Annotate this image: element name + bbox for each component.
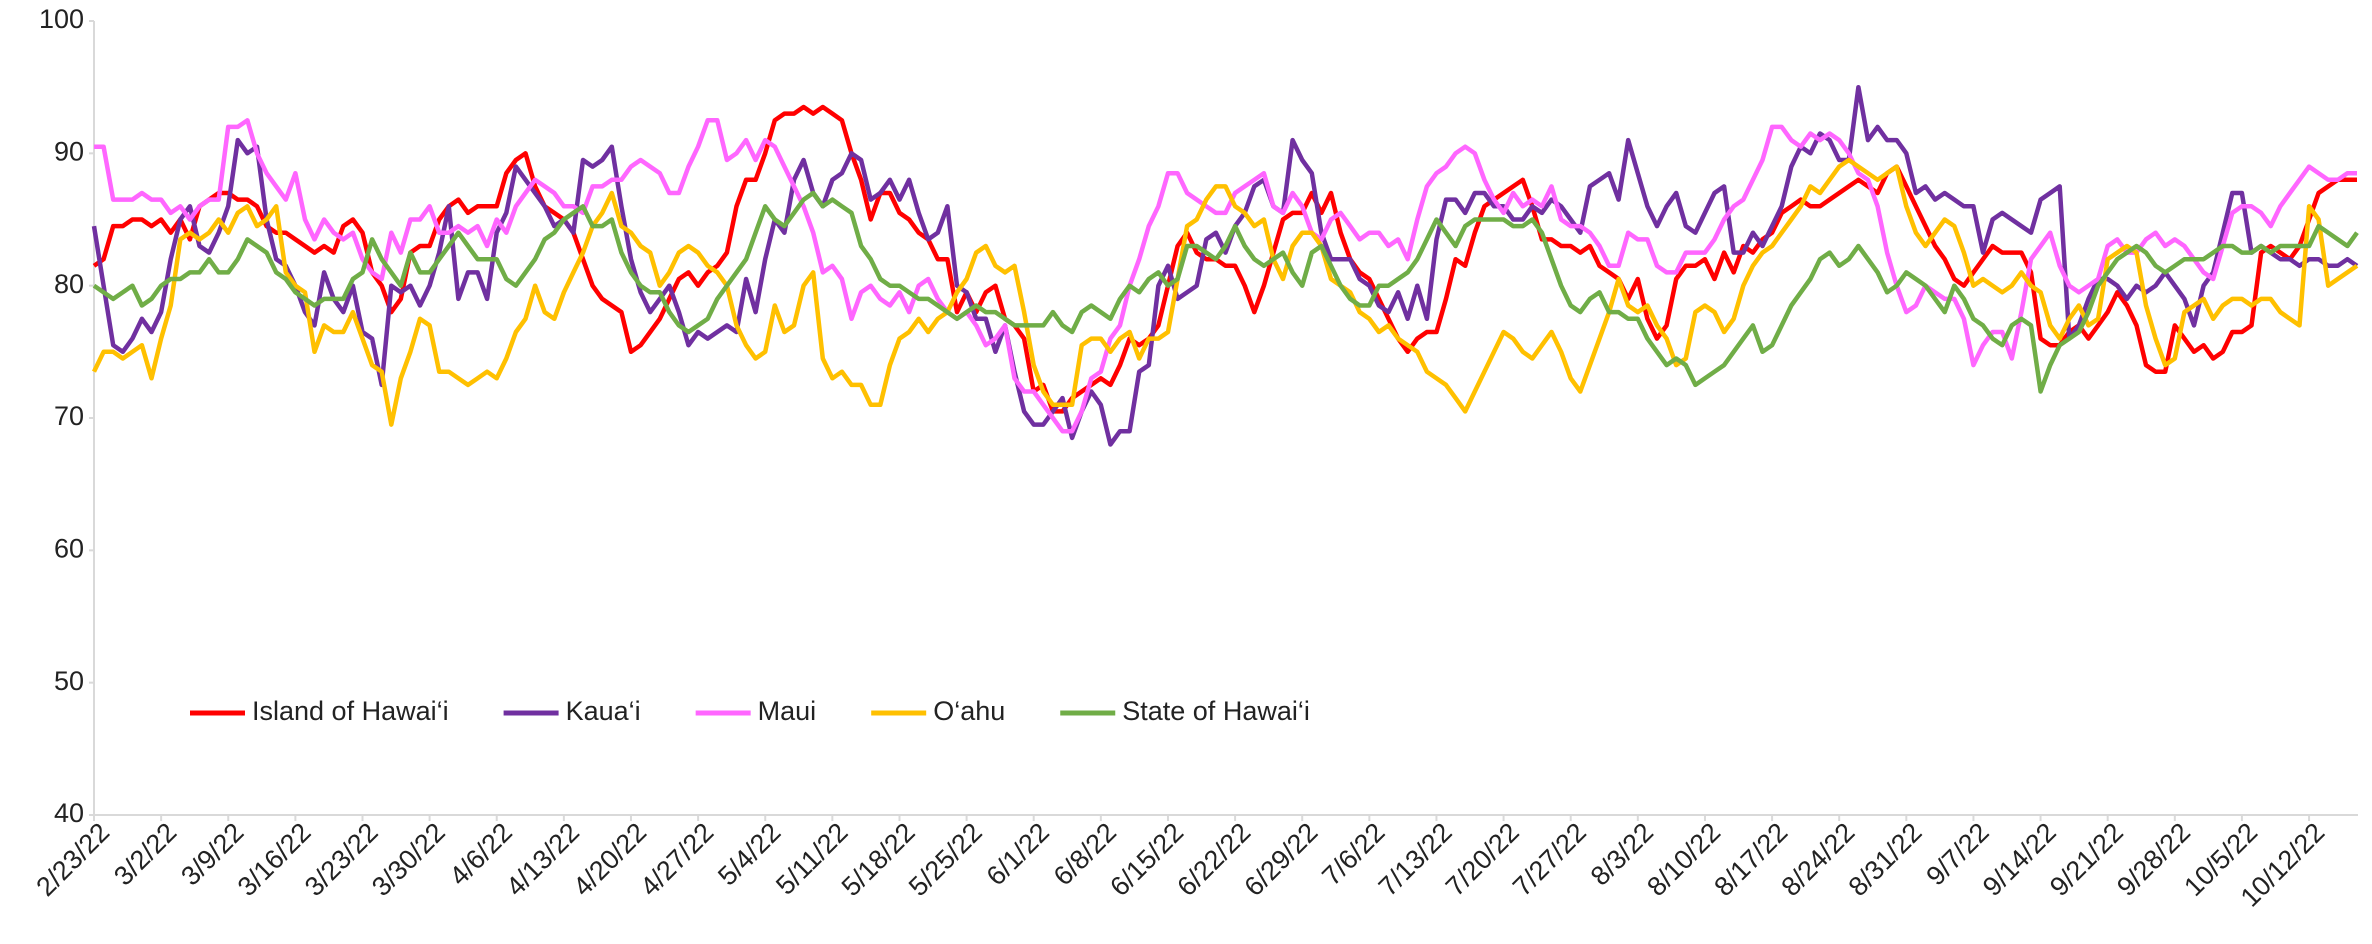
series-line [94,118,2357,434]
legend-label: State of Hawai‘i [1122,696,1310,726]
legend: Island of Hawai‘i Kaua‘i Maui O‘ahu State of… [190,696,1310,726]
x-tick-label: 6/29/22 [1239,817,1324,902]
legend-label: Island of Hawai‘i [252,696,449,726]
y-tick-label: 60 [54,533,84,563]
x-tick-label: 6/1/22 [981,817,1055,891]
x-tick-label: 3/30/22 [366,817,451,902]
x-tick-label: 5/18/22 [836,817,921,902]
x-tick-label: 4/20/22 [567,817,652,902]
x-tick-label: 2/23/22 [30,817,115,902]
y-tick-label: 50 [54,666,84,696]
x-tick-label: 3/2/22 [108,817,182,891]
legend-label: Kaua‘i [566,696,641,726]
x-tick-label: 4/27/22 [634,817,719,902]
series-line [92,104,2357,414]
legend-label: O‘ahu [933,696,1005,726]
series-line [92,190,2359,394]
x-tick-label: 9/21/22 [2044,817,2129,902]
x-tick-label: 8/24/22 [1776,817,1861,902]
x-tick-label: 7/13/22 [1373,817,1458,902]
x-tick-label: 9/14/22 [1977,817,2062,902]
x-tick-label: 6/15/22 [1104,817,1189,902]
x-tick-label: 4/13/22 [500,817,585,902]
x-tick-label: 8/10/22 [1641,817,1726,902]
x-tick-label: 3/23/22 [299,817,384,902]
x-tick-label: 7/20/22 [1440,817,1525,902]
x-tick-label: 9/28/22 [2111,817,2196,902]
y-tick-label: 80 [54,269,84,299]
y-tick-label: 90 [54,136,84,166]
y-tick-label: 40 [54,798,84,828]
legend-label: Maui [758,696,817,726]
x-tick-label: 8/17/22 [1708,817,1793,902]
y-tick-label: 100 [39,4,84,34]
x-tick-label: 3/16/22 [232,817,317,902]
x-tick-label: 8/31/22 [1843,817,1928,902]
series-line [91,157,2359,427]
y-tick-label: 70 [54,401,84,431]
series-line [91,84,2359,447]
x-tick-label: 7/27/22 [1507,817,1592,902]
x-tick-label: 5/11/22 [770,817,854,901]
x-tick-label: 5/25/22 [903,817,988,902]
x-tick-label: 6/22/22 [1171,817,1256,902]
